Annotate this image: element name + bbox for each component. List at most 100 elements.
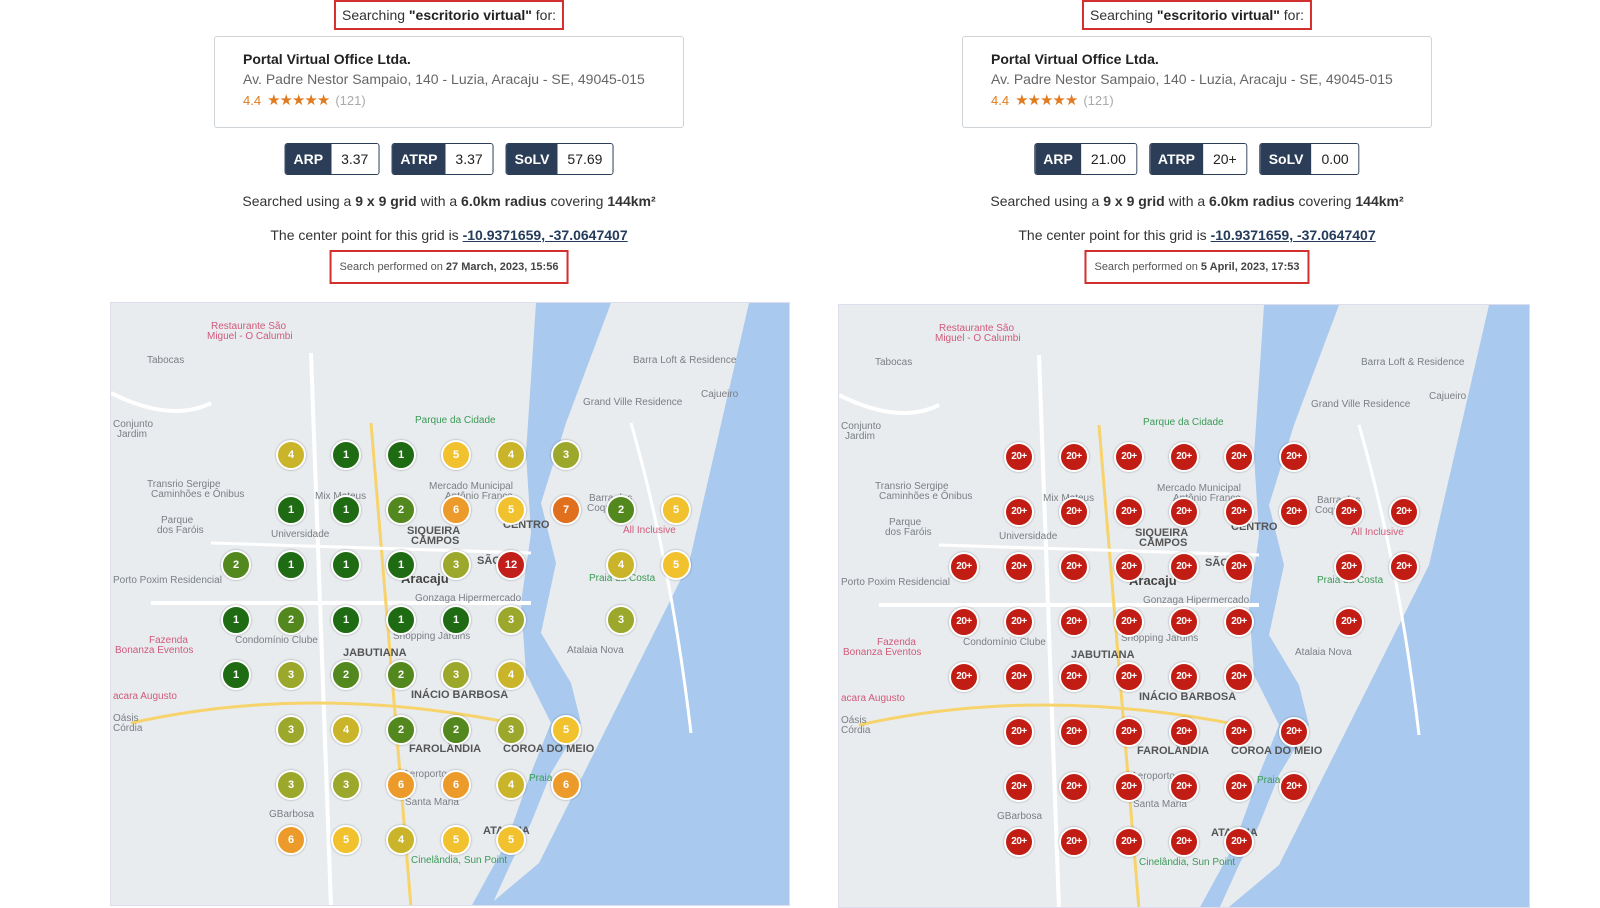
rank-pin[interactable]: 20+	[1334, 607, 1364, 637]
rank-pin[interactable]: 6	[551, 770, 581, 800]
rank-grid-map[interactable]: Restaurante São Miguel - O Calumbi Tabocas…	[110, 302, 790, 906]
rank-pin[interactable]: 20+	[1224, 552, 1254, 582]
rank-pin[interactable]: 2	[386, 660, 416, 690]
rank-pin[interactable]: 4	[496, 440, 526, 470]
business-card[interactable]: Portal Virtual Office Ltda. Av. Padre Ne…	[962, 36, 1432, 128]
rank-pin[interactable]: 5	[441, 825, 471, 855]
rank-pin[interactable]: 4	[331, 715, 361, 745]
rank-pin[interactable]: 3	[496, 715, 526, 745]
rank-pin[interactable]: 20+	[1114, 442, 1144, 472]
rank-pin[interactable]: 5	[496, 495, 526, 525]
rank-pin[interactable]: 20+	[1224, 497, 1254, 527]
rank-pin[interactable]: 1	[386, 605, 416, 635]
rank-pin[interactable]: 2	[331, 660, 361, 690]
rank-pin[interactable]: 1	[276, 550, 306, 580]
rank-pin[interactable]: 3	[551, 440, 581, 470]
rank-pin[interactable]: 20+	[1169, 442, 1199, 472]
rank-pin[interactable]: 20+	[1004, 662, 1034, 692]
rank-pin[interactable]: 20+	[1004, 442, 1034, 472]
rank-pin[interactable]: 20+	[1114, 827, 1144, 857]
center-coordinates-link[interactable]: -10.9371659, -37.0647407	[462, 227, 628, 243]
rank-pin[interactable]: 3	[496, 605, 526, 635]
rank-pin[interactable]: 20+	[1004, 827, 1034, 857]
rank-pin[interactable]: 20+	[1114, 497, 1144, 527]
rank-pin[interactable]: 20+	[1059, 662, 1089, 692]
rank-pin[interactable]: 20+	[1004, 497, 1034, 527]
rank-pin[interactable]: 20+	[1059, 497, 1089, 527]
rank-pin[interactable]: 1	[331, 605, 361, 635]
rank-pin[interactable]: 3	[441, 550, 471, 580]
rank-pin[interactable]: 1	[441, 605, 471, 635]
rank-pin[interactable]: 3	[606, 605, 636, 635]
rank-pin[interactable]: 2	[606, 495, 636, 525]
rank-pin[interactable]: 1	[386, 550, 416, 580]
rank-pin[interactable]: 20+	[1224, 607, 1254, 637]
rank-pin[interactable]: 4	[276, 440, 306, 470]
rank-pin[interactable]: 2	[276, 605, 306, 635]
rank-pin[interactable]: 20+	[1224, 442, 1254, 472]
rank-pin[interactable]: 4	[386, 825, 416, 855]
rank-pin[interactable]: 20+	[1059, 607, 1089, 637]
rank-pin[interactable]: 3	[331, 770, 361, 800]
business-card[interactable]: Portal Virtual Office Ltda. Av. Padre Ne…	[214, 36, 684, 128]
rank-pin[interactable]: 20+	[949, 607, 979, 637]
rank-pin[interactable]: 20+	[1169, 662, 1199, 692]
rank-pin[interactable]: 20+	[1224, 662, 1254, 692]
rank-pin[interactable]: 20+	[949, 552, 979, 582]
rank-pin[interactable]: 20+	[1224, 772, 1254, 802]
rank-pin[interactable]: 5	[661, 495, 691, 525]
rank-pin[interactable]: 20+	[1059, 772, 1089, 802]
rank-pin[interactable]: 20+	[1169, 717, 1199, 747]
rank-pin[interactable]: 12	[496, 550, 526, 580]
rank-pin[interactable]: 1	[386, 440, 416, 470]
rank-pin[interactable]: 20+	[1279, 717, 1309, 747]
rank-pin[interactable]: 5	[661, 550, 691, 580]
rank-pin[interactable]: 20+	[1169, 497, 1199, 527]
rank-pin[interactable]: 20+	[1114, 607, 1144, 637]
rank-pin[interactable]: 20+	[1114, 772, 1144, 802]
rank-pin[interactable]: 1	[331, 495, 361, 525]
rank-pin[interactable]: 20+	[1114, 552, 1144, 582]
rank-pin[interactable]: 20+	[1004, 607, 1034, 637]
rank-pin[interactable]: 20+	[1114, 717, 1144, 747]
rank-pin[interactable]: 4	[496, 770, 526, 800]
rank-pin[interactable]: 6	[441, 770, 471, 800]
rank-pin[interactable]: 20+	[1114, 662, 1144, 692]
rank-pin[interactable]: 5	[331, 825, 361, 855]
rank-pin[interactable]: 20+	[1279, 772, 1309, 802]
rank-pin[interactable]: 20+	[1004, 772, 1034, 802]
rank-pin[interactable]: 1	[221, 660, 251, 690]
rank-pin[interactable]: 2	[221, 550, 251, 580]
rank-pin[interactable]: 4	[606, 550, 636, 580]
rank-pin[interactable]: 20+	[1279, 442, 1309, 472]
rank-pin[interactable]: 20+	[1004, 717, 1034, 747]
rank-pin[interactable]: 6	[386, 770, 416, 800]
rank-pin[interactable]: 5	[496, 825, 526, 855]
rank-pin[interactable]: 20+	[1059, 552, 1089, 582]
rank-pin[interactable]: 20+	[1334, 552, 1364, 582]
rank-pin[interactable]: 20+	[1004, 552, 1034, 582]
rank-pin[interactable]: 20+	[1169, 552, 1199, 582]
rank-pin[interactable]: 20+	[1059, 442, 1089, 472]
rank-pin[interactable]: 3	[441, 660, 471, 690]
rank-pin[interactable]: 20+	[1059, 827, 1089, 857]
rank-grid-map[interactable]: Restaurante São Miguel - O Calumbi Tabocas…	[838, 304, 1530, 908]
rank-pin[interactable]: 20+	[1389, 497, 1419, 527]
rank-pin[interactable]: 20+	[1169, 827, 1199, 857]
rank-pin[interactable]: 2	[386, 495, 416, 525]
rank-pin[interactable]: 6	[276, 825, 306, 855]
rank-pin[interactable]: 1	[331, 550, 361, 580]
rank-pin[interactable]: 20+	[1169, 772, 1199, 802]
rank-pin[interactable]: 20+	[1334, 497, 1364, 527]
rank-pin[interactable]: 2	[441, 715, 471, 745]
rank-pin[interactable]: 5	[441, 440, 471, 470]
rank-pin[interactable]: 20+	[1389, 552, 1419, 582]
rank-pin[interactable]: 7	[551, 495, 581, 525]
rank-pin[interactable]: 3	[276, 770, 306, 800]
rank-pin[interactable]: 20+	[1224, 717, 1254, 747]
rank-pin[interactable]: 20+	[949, 662, 979, 692]
rank-pin[interactable]: 3	[276, 660, 306, 690]
rank-pin[interactable]: 1	[331, 440, 361, 470]
center-coordinates-link[interactable]: -10.9371659, -37.0647407	[1210, 227, 1376, 243]
rank-pin[interactable]: 20+	[1169, 607, 1199, 637]
